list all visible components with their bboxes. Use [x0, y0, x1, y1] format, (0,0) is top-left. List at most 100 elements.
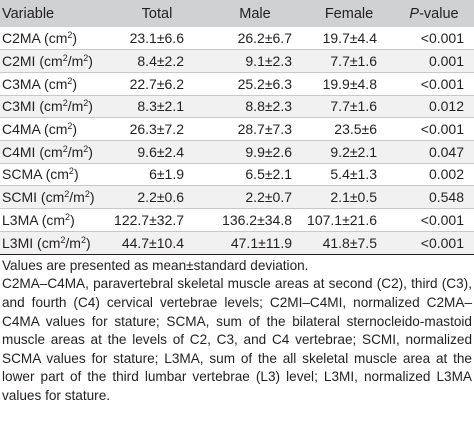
cell-total: 6±1.9: [108, 162, 206, 186]
cell-variable: C3MA (cm2): [0, 71, 108, 96]
header-p-suffix: -value: [419, 5, 459, 22]
data-table: Variable Total Male Female P-value C2MA …: [0, 0, 474, 254]
header-male: Male: [239, 5, 271, 22]
cell-total: 9.6±2.4: [108, 139, 206, 164]
table-row: C3MA (cm2) 22.7±6.2 25.2±6.3 19.9±4.8 <0.001: [0, 71, 474, 96]
cell-variable: L3MA (cm2): [0, 208, 108, 232]
cell-female: 2.1±0.5: [304, 185, 394, 209]
cell-total: 22.7±6.2: [108, 71, 206, 96]
variable-unit: cm: [44, 53, 63, 70]
cell-female: 7.7±1.6: [304, 94, 394, 118]
cell-total: 26.3±7.2: [108, 117, 206, 141]
cell-variable: C2MA (cm2): [2, 30, 78, 47]
note-values: Values are presented as mean±standard de…: [2, 257, 309, 273]
cell-male: 26.2±6.7: [237, 30, 292, 47]
table-row: L3MI (cm2/m2) 44.7±10.4 47.1±11.9 41.8±7.5 <…: [0, 230, 474, 254]
cell-total: 122.7±32.7: [108, 208, 206, 232]
unit-exponent: 2: [67, 30, 73, 41]
variable-unit: cm: [46, 211, 66, 228]
header-variable: Variable: [2, 5, 55, 22]
table-row: C2MA (cm2) 23.1±6.6 26.2±6.7 19.7±4.4 <0.001: [0, 27, 474, 50]
variable-unit-denominator: /m: [67, 98, 84, 115]
unit-exponent: 2: [67, 75, 73, 86]
cell-male: 9.9±2.6: [206, 139, 304, 164]
cell-variable: L3MI (cm2/m2): [0, 230, 108, 254]
cell-p-value: <0.001: [420, 30, 464, 47]
cell-male: 47.1±11.9: [206, 230, 304, 254]
unit-exponent: 2: [60, 234, 66, 245]
variable-unit-denominator: /m: [65, 234, 81, 251]
table-row: L3MA (cm2) 122.7±32.7 136.2±34.8 107.1±21.6…: [0, 208, 474, 232]
cell-male: 6.5±2.1: [206, 162, 304, 186]
variable-unit: cm: [45, 189, 65, 206]
variable-unit: cm: [48, 75, 68, 92]
variable-unit: cm: [48, 121, 68, 138]
variable-name: C4MA: [2, 121, 41, 138]
unit-exponent: 2: [64, 189, 70, 200]
table-bottom-rule: [0, 253, 474, 255]
table-body: C2MA (cm2) 23.1±6.6 26.2±6.7 19.7±4.4 <0.001…: [0, 27, 474, 254]
variable-name: C3MA: [2, 75, 41, 92]
cell-p-value: 0.002: [394, 162, 474, 186]
table-row: SCMI (cm2/m2) 2.2±0.6 2.2±0.7 2.1±0.5 0.548: [0, 185, 474, 209]
unit-exponent-denominator: 2: [83, 53, 89, 64]
cell-female: 19.7±4.4: [322, 30, 377, 47]
variable-name: L3MA: [2, 211, 38, 228]
table-header-row: Variable Total Male Female P-value: [0, 0, 474, 27]
unit-exponent: 2: [62, 143, 68, 154]
variable-unit-denominator: /m: [67, 143, 84, 160]
unit-exponent: 2: [68, 166, 74, 177]
header-female: Female: [324, 5, 374, 22]
unit-exponent: 2: [62, 98, 68, 109]
cell-variable: C2MI (cm2/m2): [0, 49, 108, 73]
variable-name: SCMA: [2, 166, 42, 183]
table-row: C3MI (cm2/m2) 8.3±2.1 8.8±2.3 7.7±1.6 0.012: [0, 94, 474, 118]
cell-p-value: 0.548: [394, 185, 474, 209]
cell-variable: C4MA (cm2): [0, 117, 108, 141]
cell-total: 8.3±2.1: [108, 94, 206, 118]
unit-exponent: 2: [62, 53, 68, 64]
variable-name: SCMI: [2, 189, 37, 206]
cell-male: 25.2±6.3: [206, 71, 304, 96]
cell-p-value: <0.001: [394, 208, 474, 232]
cell-total: 8.4±2.2: [108, 49, 206, 73]
cell-male: 2.2±0.7: [206, 185, 304, 209]
note-abbreviations: C2MA–C4MA, paravertebral skeletal muscle…: [2, 276, 472, 404]
unit-exponent: 2: [67, 121, 73, 132]
variable-name: C2MI: [2, 53, 36, 70]
cell-total: 44.7±10.4: [108, 230, 206, 254]
table-row: C4MI (cm2/m2) 9.6±2.4 9.9±2.6 9.2±2.1 0.047: [0, 139, 474, 164]
cell-total: 23.1±6.6: [129, 30, 184, 47]
cell-p-value: <0.001: [394, 71, 474, 96]
cell-female: 5.4±1.3: [304, 162, 394, 186]
unit-exponent: 2: [65, 211, 71, 222]
cell-variable: SCMA (cm2): [0, 162, 108, 186]
unit-exponent-denominator: 2: [83, 143, 89, 154]
cell-p-value: 0.001: [394, 49, 474, 73]
cell-female: 107.1±21.6: [304, 208, 394, 232]
cell-male: 8.8±2.3: [206, 94, 304, 118]
table-row: C4MA (cm2) 26.3±7.2 28.7±7.3 23.5±6 <0.001: [0, 117, 474, 141]
variable-unit: cm: [50, 166, 69, 183]
variable-name: C3MI: [2, 98, 36, 115]
cell-variable: C4MI (cm2/m2): [0, 139, 108, 164]
unit-exponent-denominator: 2: [80, 234, 86, 245]
table-notes: Values are presented as mean±standard de…: [0, 255, 474, 406]
variable-name: C2MA: [2, 30, 41, 47]
cell-female: 41.8±7.5: [304, 230, 394, 254]
cell-male: 28.7±7.3: [206, 117, 304, 141]
cell-variable: C3MI (cm2/m2): [0, 94, 108, 118]
variable-unit: cm: [41, 234, 61, 251]
header-total: Total: [141, 5, 173, 22]
cell-p-value: <0.001: [394, 117, 474, 141]
cell-variable: SCMI (cm2/m2): [0, 185, 108, 209]
variable-name: C4MI: [2, 143, 36, 160]
table-row: SCMA (cm2) 6±1.9 6.5±2.1 5.4±1.3 0.002: [0, 162, 474, 186]
variable-unit: cm: [48, 30, 68, 47]
header-p-letter: P: [409, 5, 420, 22]
cell-female: 19.9±4.8: [304, 71, 394, 96]
cell-total: 2.2±0.6: [108, 185, 206, 209]
cell-female: 7.7±1.6: [304, 49, 394, 73]
variable-unit-denominator: /m: [67, 53, 84, 70]
